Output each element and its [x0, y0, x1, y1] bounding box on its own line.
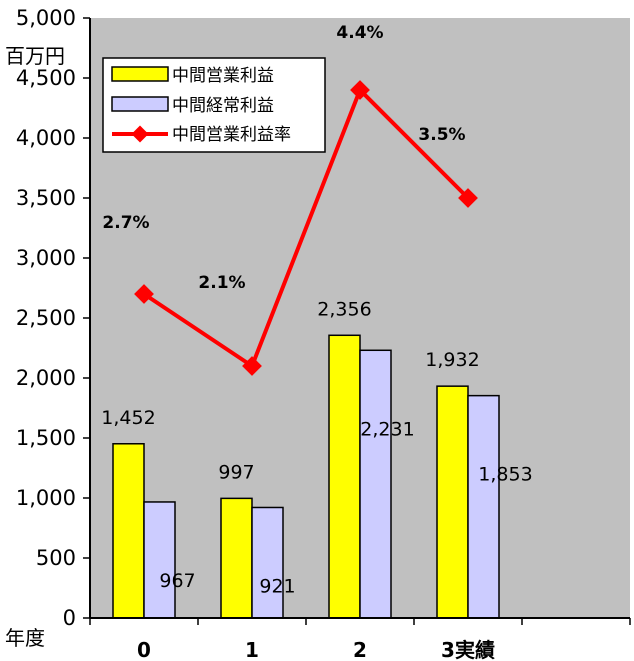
data-label-operating-margin: 2.7%	[102, 213, 149, 233]
line-marker-operating-margin	[242, 356, 262, 376]
legend-swatch-ordinary	[111, 96, 169, 112]
data-label-ordinary-profit: 921	[259, 575, 295, 597]
y-tick-label: 500	[36, 546, 76, 570]
y-unit-label: 百万円	[5, 44, 65, 68]
line-operating-margin	[142, 86, 470, 370]
x-tick-label: 2	[353, 638, 367, 661]
bar-ordinary-profit	[143, 501, 176, 619]
y-tick-label: 4,500	[16, 66, 76, 90]
bar-operating-profit	[220, 497, 253, 619]
x-tick-label: 1	[245, 638, 259, 661]
data-label-operating-margin: 4.4%	[336, 23, 383, 43]
x-unit-label: 年度	[5, 626, 45, 650]
data-label-operating-profit: 1,932	[425, 349, 479, 371]
y-tick-label: 4,000	[16, 126, 76, 150]
line-marker-operating-margin	[458, 188, 478, 208]
y-tick-label: 3,500	[16, 186, 76, 210]
data-label-operating-profit: 1,452	[101, 407, 155, 429]
bar-ordinary-profit	[359, 349, 392, 619]
bar-ordinary-profit	[251, 506, 284, 619]
x-tick-label: 0	[137, 638, 151, 661]
legend-label-operating: 中間営業利益	[172, 66, 274, 86]
data-label-operating-margin: 3.5%	[418, 125, 465, 145]
line-marker-operating-margin	[350, 80, 370, 100]
y-tick-label: 2,000	[16, 366, 76, 390]
bar-operating-profit	[436, 385, 469, 619]
legend-label-margin: 中間営業利益率	[172, 125, 291, 145]
y-tick-label: 2,500	[16, 306, 76, 330]
data-label-operating-margin: 2.1%	[198, 273, 245, 293]
y-tick-label: 0	[63, 606, 76, 630]
x-tick-label: 3実績	[441, 638, 495, 661]
legend-swatch-operating	[111, 66, 169, 82]
bar-operating-profit	[112, 443, 145, 619]
legend-label-ordinary: 中間経常利益	[172, 96, 274, 116]
y-tick-label: 1,500	[16, 426, 76, 450]
y-tick-label: 3,000	[16, 246, 76, 270]
y-tick-label: 1,000	[16, 486, 76, 510]
legend: 中間営業利益 中間経常利益 中間営業利益率	[102, 57, 326, 153]
bar-operating-profit	[328, 334, 361, 619]
data-label-ordinary-profit: 2,231	[360, 418, 414, 440]
bar-ordinary-profit	[467, 394, 500, 619]
data-label-operating-profit: 997	[218, 461, 254, 483]
data-label-ordinary-profit: 967	[159, 570, 195, 592]
data-label-ordinary-profit: 1,853	[478, 464, 532, 486]
line-marker-operating-margin	[134, 284, 154, 304]
data-label-operating-profit: 2,356	[317, 298, 371, 320]
y-tick-label: 5,000	[16, 6, 76, 30]
